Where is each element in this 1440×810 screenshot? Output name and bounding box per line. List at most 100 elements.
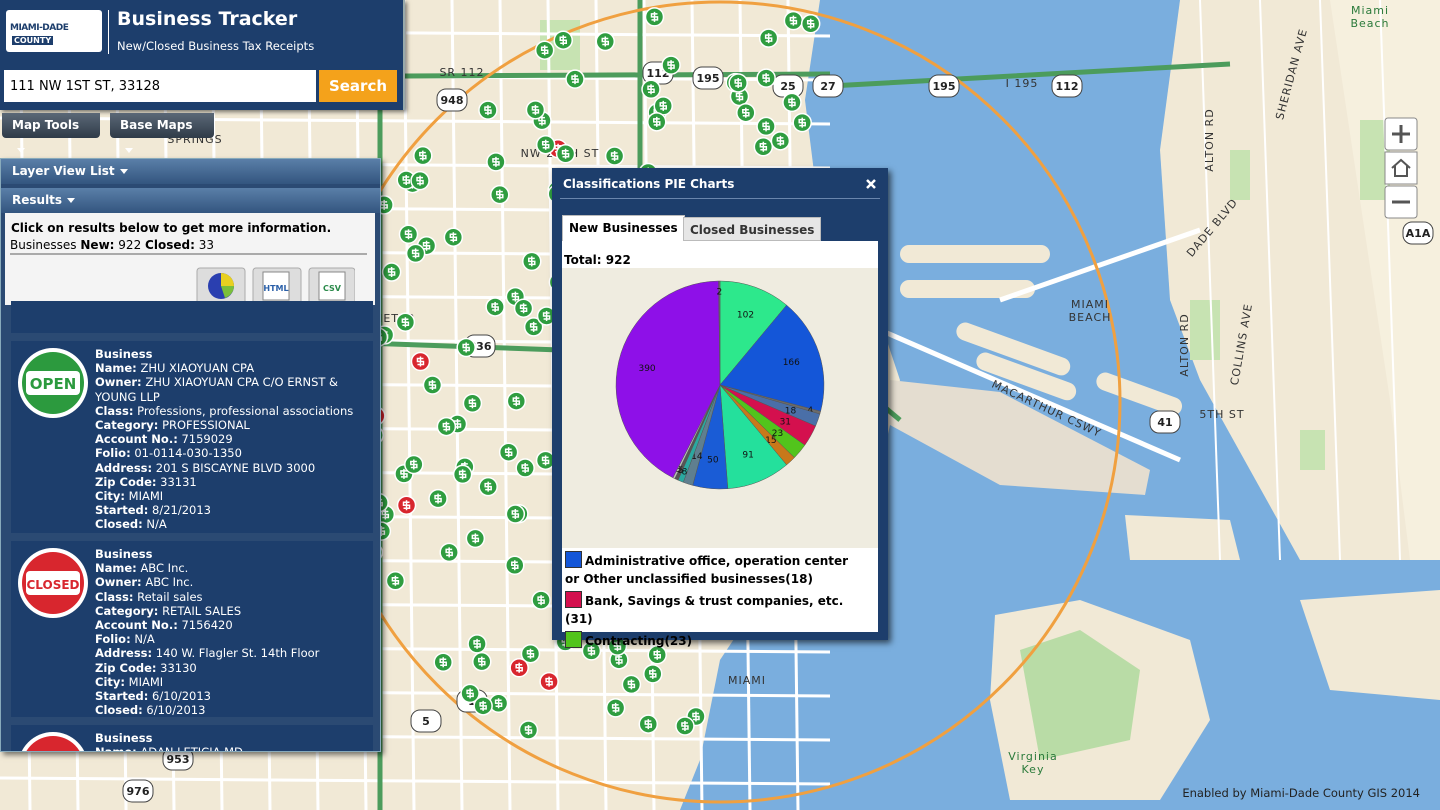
summary-text: Businesses <box>10 238 77 252</box>
marker-glyph <box>806 18 815 29</box>
route-label: 953 <box>167 753 190 766</box>
street <box>450 0 464 810</box>
park <box>1190 300 1220 360</box>
marker-glyph <box>428 380 437 391</box>
slice-label: 23 <box>772 429 783 439</box>
field-label: Category: <box>95 603 159 618</box>
marker-glyph <box>611 702 620 713</box>
app-subtitle: New/Closed Business Tax Receipts <box>117 39 315 53</box>
legend-swatch <box>565 591 582 608</box>
result-field: Address: 140 W. Flagler St. 14th Floor <box>95 646 367 660</box>
marker-glyph <box>511 560 519 571</box>
marker-glyph <box>667 60 675 71</box>
marker-glyph <box>587 645 596 656</box>
marker-glyph <box>410 459 418 470</box>
marker-glyph <box>511 509 520 520</box>
field-value: 33130 <box>160 660 197 675</box>
status-label: OPEN <box>30 375 77 393</box>
search-button[interactable]: Search <box>319 70 397 102</box>
street <box>498 0 512 810</box>
marker-glyph <box>496 189 504 200</box>
street <box>402 0 416 810</box>
marker-glyph <box>659 100 668 111</box>
marker-glyph <box>449 232 458 243</box>
search-input[interactable]: 111 NW 1ST ST, 33128 <box>4 70 316 102</box>
result-field: Started: 8/21/2013 <box>95 503 367 517</box>
tab-active[interactable]: New Businesses <box>562 215 685 241</box>
marker-glyph <box>402 500 411 511</box>
field-label: Address: <box>95 460 153 475</box>
marker-glyph <box>540 45 549 56</box>
field-label: Name: <box>95 361 137 376</box>
layer-view-header[interactable]: Layer View List <box>1 159 380 184</box>
marker-glyph <box>515 662 523 673</box>
app-title: Business Tracker <box>117 8 298 30</box>
tab[interactable]: Closed Businesses <box>683 217 822 241</box>
marker-glyph <box>462 342 470 353</box>
marker-glyph <box>734 77 742 88</box>
dialog-title: Classifications PIE Charts <box>563 177 735 191</box>
marker-glyph <box>411 248 420 259</box>
route-label: A1A <box>1406 227 1431 240</box>
map-tools-button[interactable]: Map Tools <box>2 113 100 153</box>
field-value: MIAMI <box>128 674 164 689</box>
slice-label: 5 <box>678 466 684 476</box>
marker-glyph <box>529 321 538 332</box>
slice-label: 50 <box>707 456 719 466</box>
map-label: SR 112 <box>439 66 484 79</box>
island <box>900 280 1035 298</box>
field-value: 7159029 <box>181 432 233 447</box>
home[interactable] <box>1384 151 1418 185</box>
result-field: Owner: ZHU XIAOYUAN CPA C/O ERNST & YOUN… <box>95 375 367 403</box>
port-island <box>890 380 1150 495</box>
park <box>1230 150 1250 200</box>
marker-glyph <box>545 676 553 687</box>
logo-text: MIAMI-DADE <box>10 23 69 33</box>
result-title: Business <box>95 731 153 745</box>
result-field: Name: ADAN LETICIA MD <box>95 745 367 751</box>
base-maps-button[interactable]: Base Maps <box>110 113 214 153</box>
summary: Businesses New: 922 Closed: 33 <box>10 238 367 255</box>
route-label: 5 <box>422 715 430 728</box>
close-button[interactable] <box>864 177 878 191</box>
route-label: 112 <box>1056 80 1079 93</box>
route-shield <box>410 709 442 733</box>
result-field: Address: 201 S BISCAYNE BLVD 3000 <box>95 461 367 475</box>
result-field: Folio: 01-0114-030-1350 <box>95 446 367 460</box>
map-label: 5TH ST <box>1199 408 1244 421</box>
marker-glyph <box>524 724 533 735</box>
summary-count: 33 <box>198 238 214 252</box>
marker-glyph <box>647 84 655 95</box>
island <box>1096 372 1183 416</box>
summary-text: New: <box>80 238 115 252</box>
header-label: Layer View List <box>12 164 115 178</box>
results-header[interactable]: Results <box>1 188 380 213</box>
field-label: City: <box>95 489 125 504</box>
slice-label: 31 <box>780 418 791 428</box>
icon <box>221 273 234 286</box>
map-label: Key <box>1022 763 1045 776</box>
field-value: 201 S BISCAYNE BLVD 3000 <box>155 460 316 475</box>
field-label: Account No.: <box>95 618 178 633</box>
marker-glyph <box>416 356 425 367</box>
field-label: Zip Code: <box>95 474 157 489</box>
result-field: Closed: 6/10/2013 <box>95 703 367 717</box>
marker-glyph <box>439 657 447 668</box>
icon <box>262 271 290 301</box>
marker-glyph <box>471 533 480 544</box>
street <box>1379 0 1401 561</box>
credit: Enabled by Miami-Dade County GIS 2014 <box>1182 786 1420 800</box>
field-label: Started: <box>95 689 149 704</box>
slice-label: 18 <box>785 406 797 416</box>
result-card[interactable]: OPEN Business Name: ZHU XIAOYUAN CPA Owner:… <box>11 341 373 533</box>
marker-glyph <box>541 139 550 150</box>
route-shield <box>1402 221 1434 245</box>
result-card[interactable]: CLOSED Business Name: ABC Inc. Owner: ABC I… <box>11 541 373 717</box>
result-field: City: MIAMI <box>95 675 367 689</box>
field-value: ABC Inc. <box>140 561 189 576</box>
marker-glyph <box>453 419 462 430</box>
pie-slice <box>615 280 721 479</box>
